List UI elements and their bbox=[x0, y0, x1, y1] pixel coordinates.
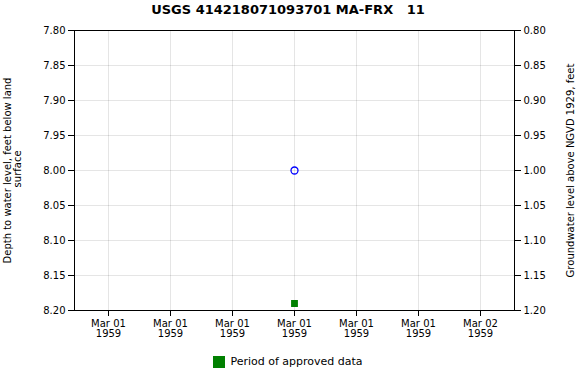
svg-text:8.05: 8.05 bbox=[43, 200, 65, 211]
svg-text:Mar 011959: Mar 011959 bbox=[401, 318, 436, 339]
svg-text:0.95: 0.95 bbox=[524, 130, 546, 141]
svg-text:8.00: 8.00 bbox=[43, 165, 65, 176]
svg-text:7.80: 7.80 bbox=[43, 25, 65, 36]
svg-text:Mar 011959: Mar 011959 bbox=[153, 318, 188, 339]
svg-text:8.20: 8.20 bbox=[43, 305, 65, 316]
svg-text:1.05: 1.05 bbox=[524, 200, 546, 211]
svg-text:8.15: 8.15 bbox=[43, 270, 65, 281]
svg-text:Groundwater level above NGVD 1: Groundwater level above NGVD 1929, feet bbox=[565, 64, 576, 278]
svg-text:0.85: 0.85 bbox=[524, 60, 546, 71]
svg-text:1.20: 1.20 bbox=[524, 305, 546, 316]
svg-text:1.00: 1.00 bbox=[524, 165, 546, 176]
svg-text:0.80: 0.80 bbox=[524, 25, 546, 36]
svg-text:0.90: 0.90 bbox=[524, 95, 546, 106]
svg-text:Mar 021959: Mar 021959 bbox=[463, 318, 498, 339]
svg-text:1.10: 1.10 bbox=[524, 235, 546, 246]
svg-text:7.95: 7.95 bbox=[43, 130, 65, 141]
html-text:USGS 414218071093701 MA-FRX 11: USGS 414218071093701 MA-FRX 11 bbox=[151, 2, 425, 17]
svg-text:7.90: 7.90 bbox=[43, 95, 65, 106]
svg-text:Mar 011959: Mar 011959 bbox=[277, 318, 312, 339]
html-text:Period of approved data: Period of approved data bbox=[230, 354, 363, 368]
svg-text:7.85: 7.85 bbox=[43, 60, 65, 71]
svg-text:Mar 011959: Mar 011959 bbox=[91, 318, 126, 339]
svg-text:1.15: 1.15 bbox=[524, 270, 546, 281]
svg-text:8.10: 8.10 bbox=[43, 235, 65, 246]
svg-text:Mar 011959: Mar 011959 bbox=[215, 318, 250, 339]
svg-text:Mar 011959: Mar 011959 bbox=[339, 318, 374, 339]
svg-text:Depth to water level, feet bel: Depth to water level, feet below land su… bbox=[2, 78, 23, 264]
